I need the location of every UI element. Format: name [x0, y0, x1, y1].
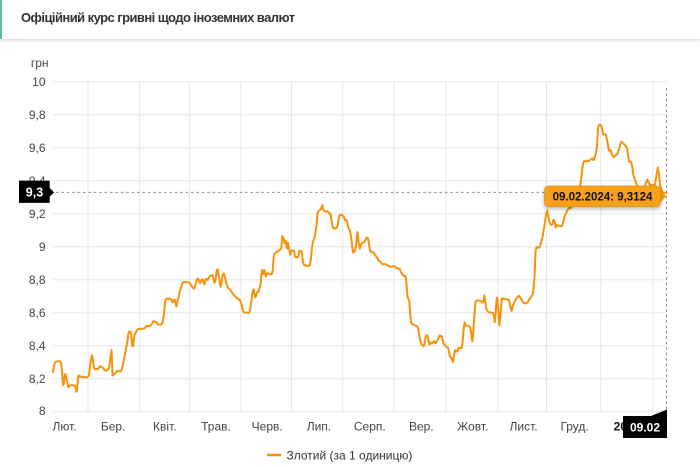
svg-text:9,3: 9,3 — [26, 186, 43, 200]
svg-text:Груд.: Груд. — [560, 420, 588, 434]
svg-text:Серп.: Серп. — [354, 420, 386, 434]
svg-text:грн: грн — [31, 56, 49, 70]
svg-text:9,8: 9,8 — [29, 108, 46, 122]
svg-text:Лют.: Лют. — [52, 420, 76, 434]
svg-text:Трав.: Трав. — [201, 420, 231, 434]
svg-text:Злотий (за 1 одиницю): Злотий (за 1 одиницю) — [287, 449, 413, 463]
svg-text:Бер.: Бер. — [101, 420, 126, 434]
svg-text:8,8: 8,8 — [29, 273, 46, 287]
svg-text:Квіт.: Квіт. — [153, 420, 177, 434]
svg-text:09.02.2024: 9,3124: 09.02.2024: 9,3124 — [553, 191, 653, 203]
svg-text:Жовт.: Жовт. — [457, 420, 488, 434]
svg-text:8,4: 8,4 — [29, 339, 46, 353]
svg-text:Лист.: Лист. — [510, 420, 538, 434]
svg-text:8,2: 8,2 — [29, 372, 46, 386]
svg-text:Вер.: Вер. — [409, 420, 434, 434]
svg-text:9: 9 — [39, 240, 46, 254]
svg-text:Черв.: Черв. — [252, 420, 283, 434]
svg-text:9,6: 9,6 — [29, 141, 46, 155]
svg-text:8,6: 8,6 — [29, 306, 46, 320]
svg-text:9,2: 9,2 — [29, 207, 46, 221]
svg-text:10: 10 — [32, 75, 46, 89]
svg-text:Лип.: Лип. — [307, 420, 331, 434]
svg-text:8: 8 — [39, 404, 46, 418]
svg-text:09.02: 09.02 — [630, 421, 660, 435]
